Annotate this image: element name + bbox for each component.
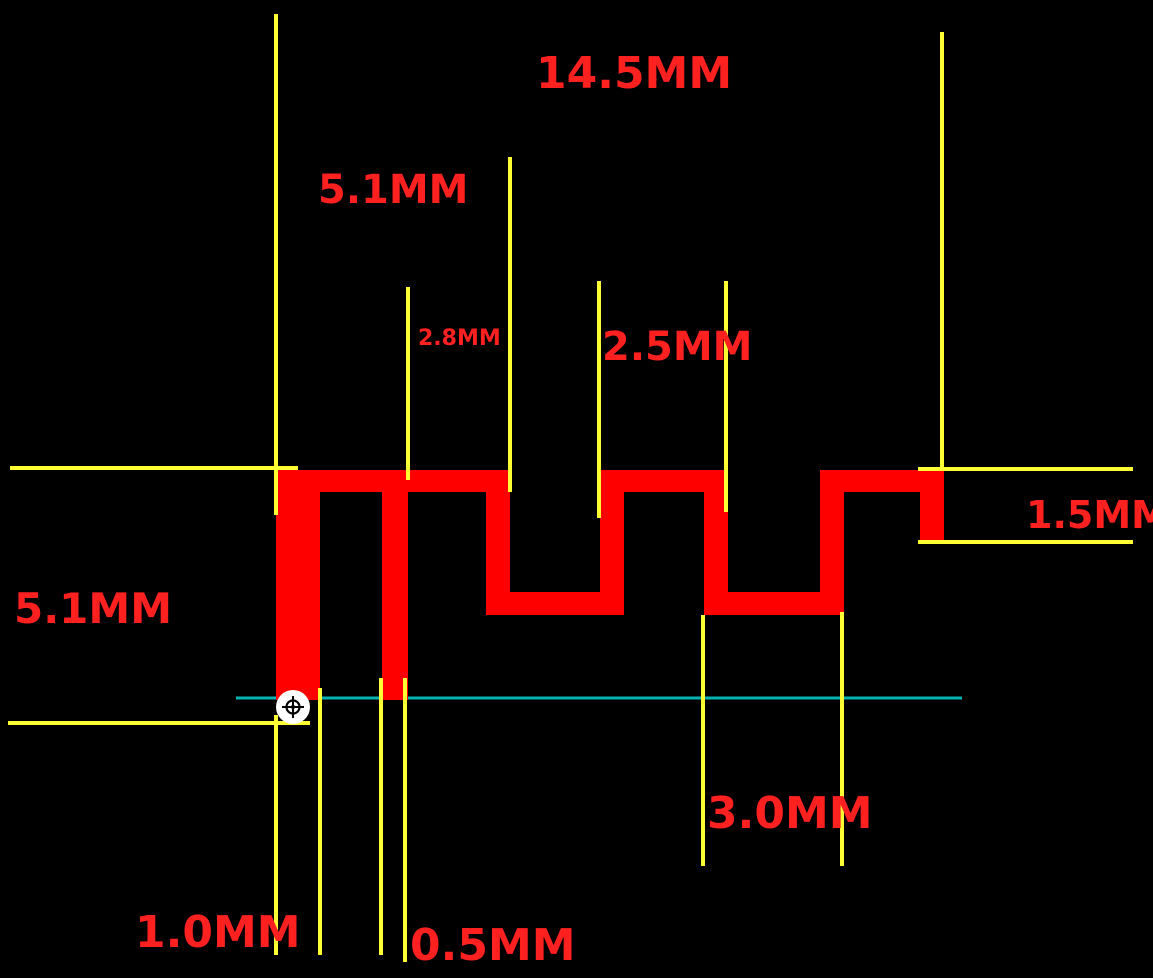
trace-valley-1-left (486, 470, 510, 615)
trace-valley-1-right (600, 470, 624, 615)
trace-short-stub (382, 470, 408, 700)
trace-valley-1-bottom (486, 592, 624, 615)
label-main-trace-width: 1.0MM (135, 907, 301, 958)
antenna-trace (276, 470, 944, 700)
label-bottom-gap: 3.0MM (707, 788, 873, 839)
trace-feed-leg (276, 470, 320, 700)
label-overall-width: 14.5MM (536, 48, 732, 99)
trace-valley-2-bottom (704, 592, 844, 615)
trace-top-segment-3 (820, 470, 944, 492)
trace-top-segment-2 (600, 470, 728, 492)
label-total-height: 5.1MM (14, 584, 172, 633)
trace-end-tab (920, 470, 944, 542)
label-stub-spacing: 2.8MM (418, 326, 501, 351)
trace-valley-2-right (820, 470, 844, 615)
label-trace-end-height: 1.5MM (1026, 493, 1153, 537)
label-stub-width: 0.5MM (410, 920, 576, 971)
label-top-gap: 2.5MM (602, 324, 752, 370)
label-first-segment-width: 5.1MM (318, 167, 468, 213)
dimension-lines (8, 14, 1133, 962)
feed-point-icon[interactable] (276, 690, 310, 724)
